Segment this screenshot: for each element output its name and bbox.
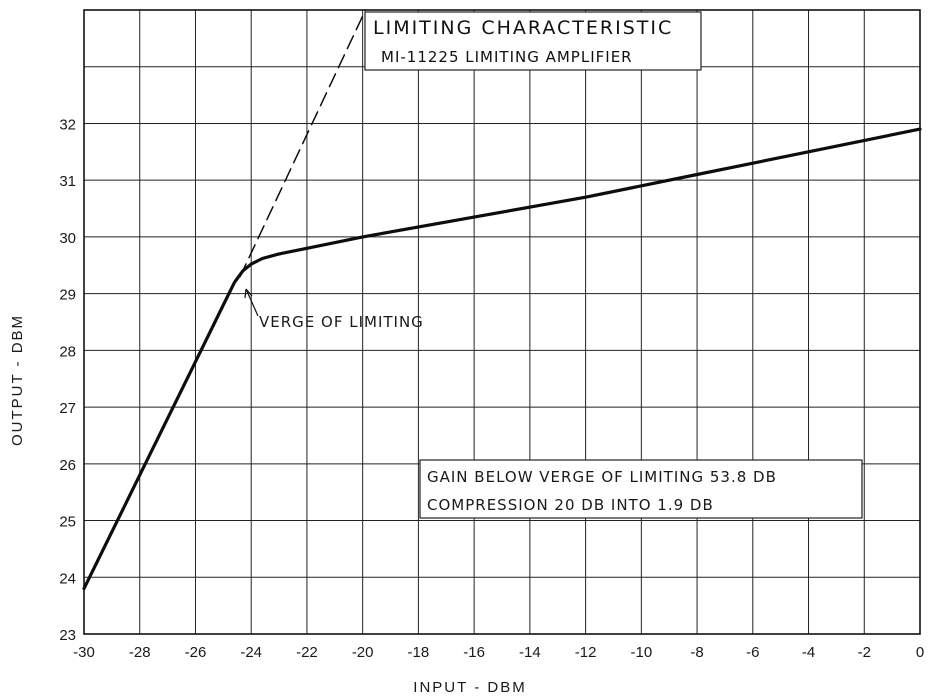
verge-arrowhead bbox=[244, 288, 253, 299]
x-tick-label: -2 bbox=[858, 644, 871, 661]
y-tick-label: 24 bbox=[59, 570, 76, 587]
x-tick-label: -24 bbox=[240, 644, 262, 661]
info-box bbox=[419, 459, 863, 519]
limiting-curve bbox=[82, 127, 922, 591]
gain-annotation: GAIN BELOW VERGE OF LIMITING 53.8 DB bbox=[427, 468, 777, 486]
x-tick-label: -12 bbox=[575, 644, 597, 661]
y-axis-label: OUTPUT - DBM bbox=[9, 314, 26, 446]
y-tick-label: 32 bbox=[59, 116, 76, 133]
x-tick-label: -20 bbox=[352, 644, 374, 661]
x-tick-label: -22 bbox=[296, 644, 318, 661]
title-box bbox=[364, 11, 702, 71]
y-tick-label: 30 bbox=[59, 230, 76, 247]
x-axis-label: INPUT - DBM bbox=[413, 679, 526, 696]
x-tick-label: -14 bbox=[519, 644, 541, 661]
grid bbox=[83, 9, 921, 635]
x-tick-label: -16 bbox=[463, 644, 485, 661]
verge-arrow bbox=[245, 288, 259, 317]
x-tick-label: -26 bbox=[185, 644, 207, 661]
x-tick-labels: -30 -28 -26 -24 -22 -20 -18 -16 -14 -12 -10 -8 -6 -4-… bbox=[73, 644, 924, 661]
y-tick-label: 28 bbox=[59, 343, 76, 360]
chart-title: LIMITING CHARACTERISTIC bbox=[373, 17, 673, 39]
y-tick-label: 25 bbox=[59, 514, 76, 531]
chart-subtitle: MI-11225 LIMITING AMPLIFIER bbox=[381, 48, 633, 66]
y-tick-label: 26 bbox=[59, 457, 76, 474]
verge-label: VERGE OF LIMITING bbox=[259, 313, 424, 331]
x-tick-label: -10 bbox=[630, 644, 652, 661]
y-tick-labels: 23 24 25 26 27 28 29 30 31 32 bbox=[59, 116, 76, 644]
series-group bbox=[82, 9, 922, 591]
x-tick-label: 0 bbox=[916, 644, 924, 661]
x-tick-label: -4 bbox=[802, 644, 815, 661]
extrapolation-line bbox=[239, 9, 367, 278]
y-tick-label: 31 bbox=[59, 173, 76, 190]
plot-frame bbox=[83, 9, 921, 635]
y-tick-label: 27 bbox=[59, 400, 76, 417]
x-tick-label: -30 bbox=[73, 644, 95, 661]
y-tick-label: 29 bbox=[59, 287, 76, 304]
y-tick-label: 23 bbox=[59, 627, 76, 644]
x-tick-label: -6 bbox=[746, 644, 759, 661]
x-tick-label: -28 bbox=[129, 644, 151, 661]
x-tick-label: -18 bbox=[408, 644, 430, 661]
x-tick-label: -8 bbox=[690, 644, 703, 661]
compression-annotation: COMPRESSION 20 DB INTO 1.9 DB bbox=[427, 496, 714, 514]
